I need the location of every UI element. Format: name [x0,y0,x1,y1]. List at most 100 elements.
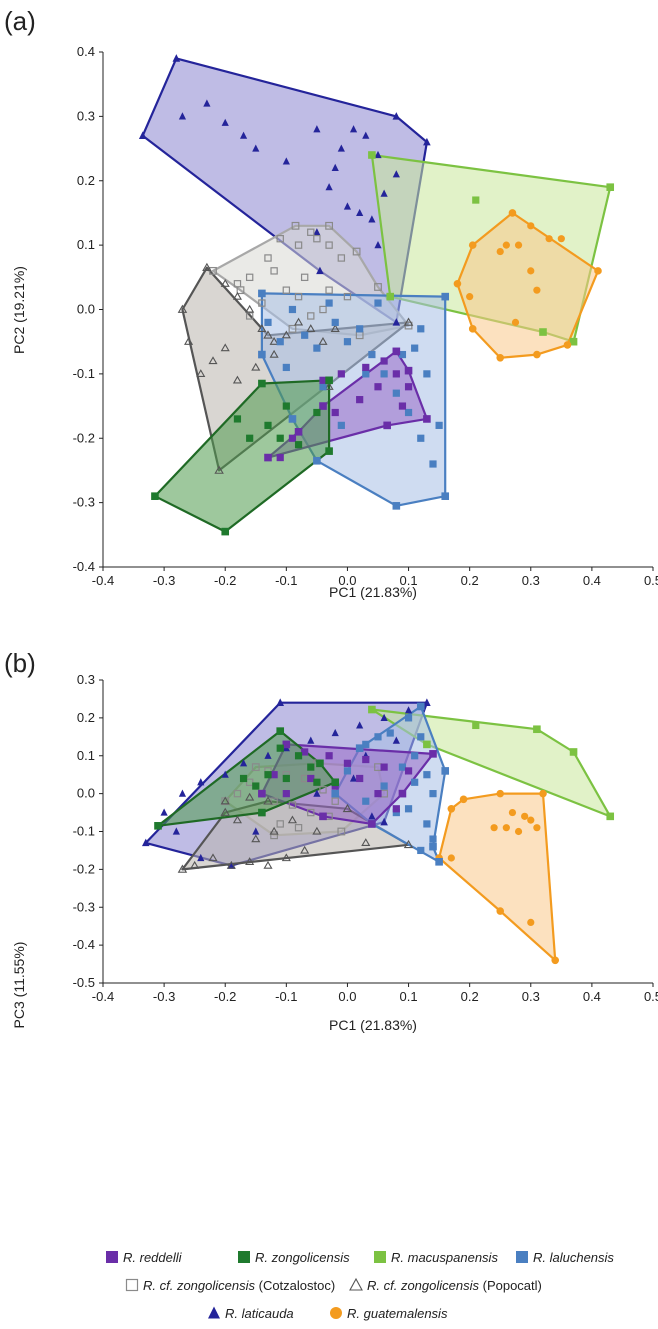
point-reddelli [362,363,370,372]
hull-vertex-cotzalostoc [291,221,300,230]
point-laticauda [178,789,187,797]
point-cotzalostoc [319,305,327,314]
chart-pc1-vs-pc2: (a) -0.4 -0.3 -0.2 -0.1 0.0 0.1 0.2 0.3 0.4 0.5 0.… [4,6,658,600]
point-laluchensis [288,305,297,314]
point-laluchensis [374,733,382,741]
hull-vertex-zongolicensis [258,808,266,817]
point-cotzalostoc [282,286,291,294]
hull-vertex-popocatl [263,796,273,805]
y-tick-label: -0.1 [73,366,95,381]
point-cotzalostoc [325,286,333,294]
hull-vertex-reddelli [404,366,413,375]
x-tick-label: -0.2 [214,573,236,588]
point-popocatl [312,826,322,835]
hull-vertex-macuspanensis [606,812,615,821]
point-popocatl [281,330,291,339]
point-popocatl [208,853,218,862]
point-laticauda [404,706,413,714]
hull-vertex-reddelli [398,789,407,798]
point-guatemalensis [514,827,523,836]
point-reddelli [392,370,400,378]
hull-vertex-reddelli [294,428,303,436]
y-tick-label: 0.1 [77,748,95,763]
point-laticauda [349,125,358,133]
point-laticauda [374,150,382,159]
point-popocatl [245,857,255,865]
hull-vertex-macuspanensis [569,337,578,346]
point-laluchensis [423,370,431,378]
y-tick-label: 0.4 [77,44,95,59]
legend: R. reddelli R. zongolicensis R. macuspanen… [106,1250,614,1321]
point-cotzalostoc [307,808,315,817]
hull-vertex-guatemalensis [496,907,505,915]
x-tick-label: 0.0 [338,573,356,588]
hull-vertex-zongolicensis [325,447,333,455]
point-laluchensis [429,835,437,843]
point-laticauda [282,157,290,165]
point-laluchensis [362,797,370,805]
y-tick-label: -0.5 [73,975,95,990]
point-reddelli [337,370,345,378]
hull-vertex-popocatl [220,807,230,816]
hull-vertex-laticauda [392,318,401,326]
legend-marker-laticauda [208,1306,220,1319]
point-reddelli [288,434,297,442]
legend-label-guatemalensis: R. guatemalensis [347,1306,448,1321]
hull-vertex-zongolicensis [258,379,266,388]
point-laluchensis [411,344,419,352]
point-cotzalostoc [270,797,278,805]
point-laticauda [313,125,321,133]
hull-vertex-laticauda [316,266,324,275]
point-laluchensis [404,805,413,813]
point-laluchensis [423,771,431,779]
point-laticauda [160,808,168,816]
point-zongolicensis [264,771,272,779]
hull-vertex-laluchensis [392,502,401,510]
hull-vertex-guatemalensis [533,350,541,359]
point-popocatl [245,304,255,313]
hull-vertex-laluchensis [258,289,266,298]
point-zongolicensis [313,408,321,417]
legend-label-laluchensis: R. laluchensis [533,1250,614,1265]
hull-vertex-laluchensis [416,702,425,711]
legend-label-popocatl: R. cf. zongolicensis (Popocatl) [367,1278,542,1293]
hull-vertex-zongolicensis [316,759,324,768]
point-laticauda [325,183,333,191]
point-popocatl [269,336,279,345]
point-laluchensis [392,389,400,397]
point-popocatl [245,792,255,801]
hull-vertex-laluchensis [441,492,450,500]
hull-vertex-cotzalostoc [325,221,334,230]
legend-marker-zongolicensis [238,1251,250,1263]
legend-marker-popocatl [349,1277,363,1291]
x-axis-title-a: PC1 (21.83%) [329,584,417,600]
point-popocatl [196,369,206,378]
point-laticauda [197,853,205,862]
x-tick-label: 0.5 [644,989,658,1004]
point-reddelli [307,774,315,783]
point-laticauda [252,144,260,152]
hull-vertex-zongolicensis [276,727,285,735]
point-reddelli [404,383,413,391]
point-popocatl [324,382,334,390]
hull-vertex-reddelli [368,820,376,828]
y-tick-label: 0.2 [77,710,95,725]
hull-vertex-reddelli [392,347,401,356]
point-zongolicensis [294,752,303,760]
point-laluchensis [362,740,370,748]
point-guatemalensis [511,318,520,326]
point-reddelli [331,408,339,417]
point-laluchensis [356,325,364,333]
point-laluchensis [362,370,370,378]
y-tick-label: 0.2 [77,173,95,188]
point-cotzalostoc [300,273,309,282]
point-cotzalostoc [294,824,303,832]
point-popocatl [220,279,230,287]
hull-vertex-macuspanensis [386,292,395,301]
point-laticauda [392,736,400,744]
point-popocatl [294,317,304,326]
hull-vertex-laticauda [380,817,388,826]
x-tick-label: 0.3 [522,989,540,1004]
point-laluchensis [282,363,290,372]
hull-vertex-laticauda [423,137,431,146]
